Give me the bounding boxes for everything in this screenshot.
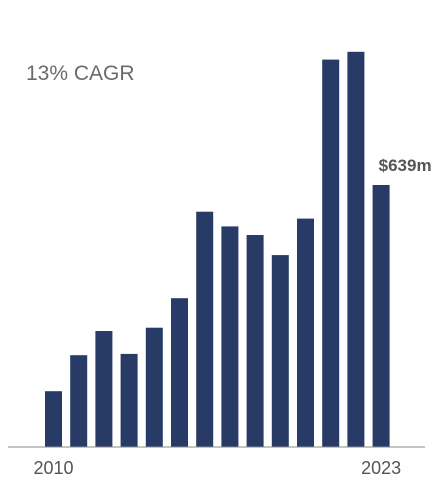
bar-2010 — [45, 391, 62, 447]
bars-group — [45, 51, 390, 448]
x-tick-labels: 2010 2023 — [33, 458, 401, 477]
data-label-2023: $639m — [379, 156, 432, 175]
bar-2014 — [145, 327, 163, 447]
bar-2018 — [246, 235, 264, 447]
bar-2016 — [196, 211, 214, 447]
cagr-annotation: 13% CAGR — [26, 62, 135, 85]
bar-2012 — [95, 331, 113, 447]
x-tick-label-2023: 2023 — [361, 458, 401, 477]
bar-2023 — [372, 185, 390, 447]
bar-2020 — [297, 218, 314, 447]
x-tick-label-2010: 2010 — [33, 458, 73, 477]
bar-2011 — [70, 355, 88, 447]
bar-2015 — [171, 298, 188, 447]
bar-2021 — [322, 59, 340, 447]
bar-2013 — [120, 353, 138, 447]
bar-2017 — [221, 226, 239, 447]
bar-2019 — [271, 255, 289, 447]
bar-2022 — [347, 51, 365, 448]
data-labels: $639m — [379, 156, 432, 175]
